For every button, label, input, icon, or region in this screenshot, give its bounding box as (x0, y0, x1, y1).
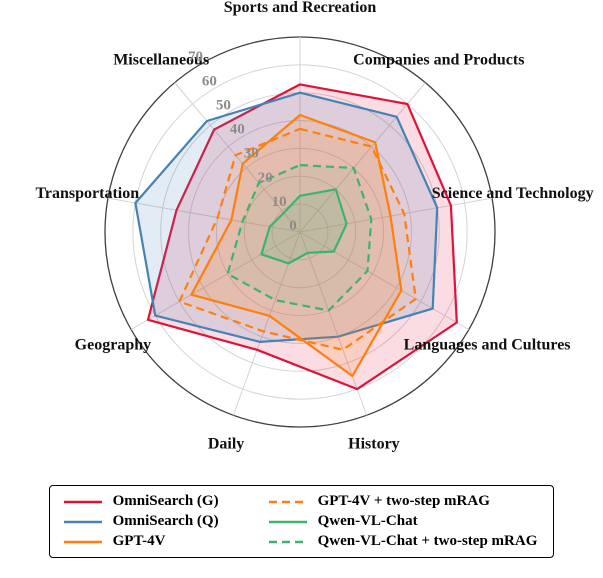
category-labels: Sports and Recreation Companies and Produ… (35, 0, 593, 452)
grid-spoke (299, 82, 426, 233)
radial-tick-label: 60 (202, 73, 217, 89)
polar-grid (104, 36, 496, 428)
axis-label: Daily (208, 435, 244, 452)
grid-spoke (107, 197, 301, 233)
series-polygon (178, 127, 417, 351)
legend-item: GPT-4V (62, 533, 219, 550)
grid-spoke (299, 197, 493, 233)
legend-item: Qwen-VL-Chat + two-step mRAG (267, 533, 538, 550)
legend-label: OmniSearch (G) (112, 493, 219, 509)
legend-item: Qwen-VL-Chat (267, 513, 538, 530)
legend-label: Qwen-VL-Chat + two-step mRAG (317, 533, 538, 549)
axis-label: Miscellaneous (113, 52, 209, 69)
legend-label: GPT-4V (112, 533, 166, 549)
axis-label: Languages and Cultures (404, 337, 571, 354)
legend-item: OmniSearch (Q) (62, 513, 219, 530)
legend-label: OmniSearch (Q) (112, 513, 219, 529)
legend-line-swatch (63, 500, 102, 503)
legend-line-swatch (268, 520, 307, 523)
series-group (134, 83, 458, 391)
axis-label: Transportation (35, 185, 139, 202)
series-polygon (190, 113, 403, 378)
legend-item: OmniSearch (G) (62, 493, 219, 510)
radial-tick-label: 10 (272, 194, 287, 210)
axis-label: Companies and Products (353, 52, 524, 69)
series-polygon (226, 164, 373, 312)
radial-tick-label: 30 (244, 146, 259, 162)
axis-label: Science and Technology (432, 185, 594, 202)
radial-tick-labels: 010 20 30 40 50 60 70 (188, 49, 297, 234)
axis-label: History (348, 435, 400, 452)
legend-line-swatch (63, 540, 102, 543)
legend-line-swatch (268, 500, 307, 503)
grid-spoke (174, 82, 301, 233)
radial-tick-label: 40 (230, 122, 245, 138)
series-polygon (260, 188, 348, 265)
radial-tick-label: 70 (188, 49, 203, 65)
axis-label: Geography (75, 337, 151, 354)
legend-label: Qwen-VL-Chat (317, 513, 418, 529)
grid-spoke (299, 231, 368, 416)
legend-line-swatch (63, 520, 102, 523)
axis-label: Sports and Recreation (224, 0, 377, 16)
grid-spoke (299, 231, 470, 330)
legend-item: GPT-4V + two-step mRAG (267, 493, 538, 510)
radial-tick-label: 50 (216, 97, 231, 113)
radar-chart: Sports and Recreation Companies and Produ… (35, 0, 593, 452)
legend-label: GPT-4V + two-step mRAG (317, 493, 490, 509)
grid-spoke (130, 231, 301, 330)
chart-legend: OmniSearch (G) OmniSearch (Q) GPT-4V GPT-4V… (48, 485, 555, 558)
radial-tick-label: 20 (258, 170, 273, 186)
radial-tick-label: 0 (289, 218, 297, 234)
legend-line-swatch (268, 540, 307, 543)
